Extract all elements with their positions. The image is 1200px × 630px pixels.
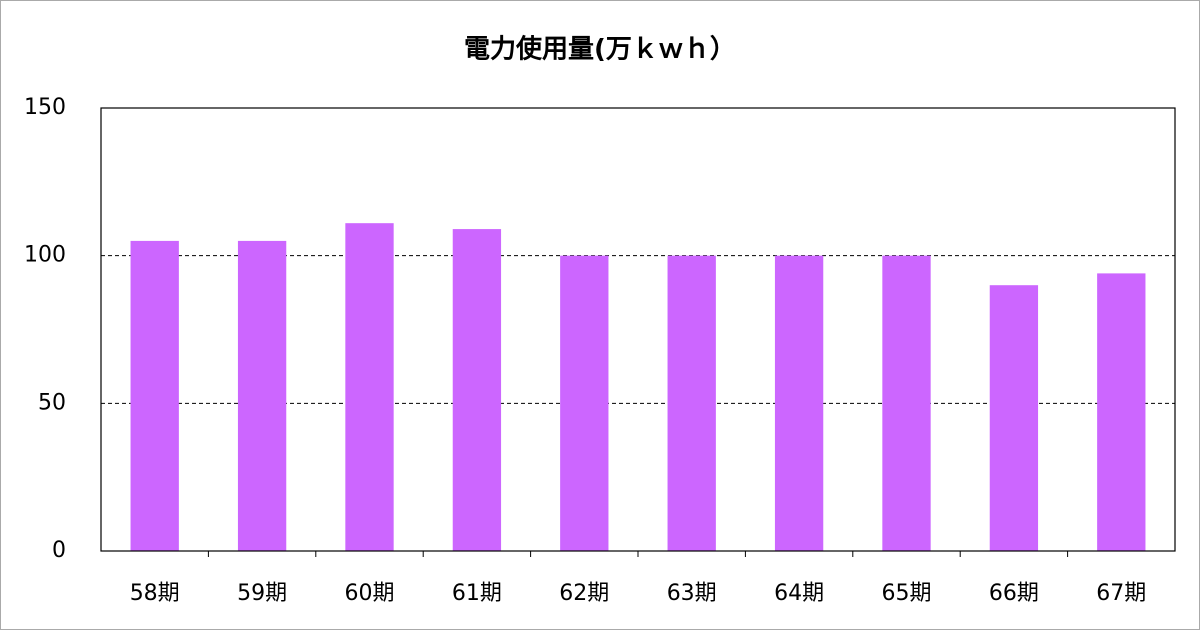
- x-tick-label: 64期: [774, 581, 824, 606]
- plot-border: [100, 107, 1176, 552]
- bar: [560, 255, 609, 551]
- y-tick-label: 150: [24, 95, 66, 120]
- chart-title: 電力使用量(万ｋｗｈ）: [464, 35, 736, 65]
- bar: [237, 240, 287, 551]
- x-tick-label: 67期: [1096, 581, 1146, 606]
- x-tick-label: 60期: [345, 581, 395, 606]
- y-tick-label: 100: [24, 243, 66, 268]
- bar: [882, 255, 931, 551]
- bar: [452, 229, 502, 551]
- y-tick-label: 50: [38, 390, 66, 415]
- x-tick-label: 59期: [237, 581, 287, 606]
- x-tick-label: 65期: [882, 581, 932, 606]
- x-tick-label: 61期: [452, 581, 502, 606]
- x-tick-label: 63期: [667, 581, 717, 606]
- y-tick-label: 0: [52, 538, 66, 563]
- bar: [345, 223, 394, 551]
- bar: [667, 255, 716, 551]
- bar: [989, 285, 1039, 551]
- x-tick-label: 58期: [130, 581, 180, 606]
- x-tick-label: 66期: [989, 581, 1039, 606]
- bar: [130, 240, 179, 551]
- bar: [1097, 273, 1146, 551]
- x-tick-label: 62期: [559, 581, 609, 606]
- bar: [774, 255, 824, 551]
